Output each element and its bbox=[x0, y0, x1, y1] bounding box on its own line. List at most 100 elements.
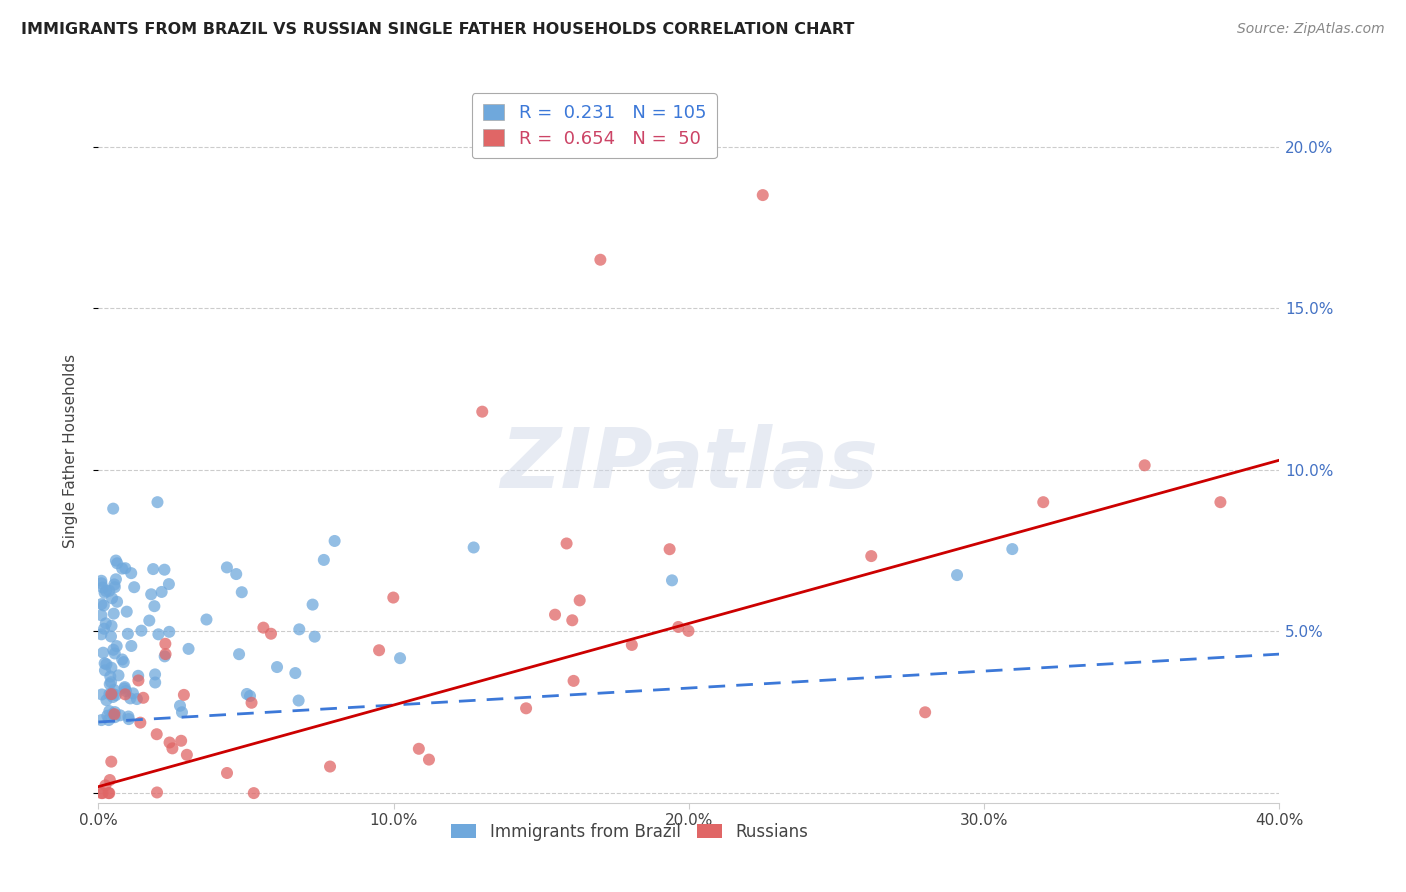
Point bbox=[96, 708, 118, 723]
Point bbox=[287, 693, 309, 707]
Point bbox=[120, 566, 142, 581]
Point bbox=[93, 657, 115, 671]
Point bbox=[155, 647, 177, 661]
Point bbox=[111, 561, 134, 575]
Point bbox=[104, 688, 127, 702]
Point bbox=[555, 536, 578, 550]
Point bbox=[112, 655, 135, 669]
Point bbox=[103, 577, 125, 591]
Point bbox=[150, 585, 173, 599]
Point bbox=[153, 563, 176, 577]
Point bbox=[159, 735, 181, 749]
Point bbox=[1133, 458, 1156, 473]
Point bbox=[319, 759, 342, 773]
Point bbox=[105, 595, 128, 609]
Point bbox=[108, 708, 131, 723]
Point bbox=[114, 561, 136, 575]
Point bbox=[561, 613, 583, 627]
Point bbox=[117, 709, 139, 723]
Point bbox=[260, 626, 283, 640]
Legend: Immigrants from Brazil, Russians: Immigrants from Brazil, Russians bbox=[444, 816, 815, 847]
Point bbox=[98, 583, 121, 598]
Point bbox=[145, 727, 167, 741]
Point bbox=[104, 705, 127, 719]
Point bbox=[242, 786, 264, 800]
Point bbox=[105, 557, 128, 571]
Point bbox=[860, 549, 883, 563]
Point bbox=[104, 647, 127, 661]
Point bbox=[114, 680, 136, 694]
Point bbox=[228, 647, 250, 661]
Point bbox=[118, 712, 141, 726]
Point bbox=[1209, 495, 1232, 509]
Point bbox=[215, 560, 238, 574]
Point bbox=[100, 619, 122, 633]
Point bbox=[141, 587, 163, 601]
Point bbox=[157, 624, 180, 639]
Point bbox=[96, 657, 118, 672]
Point bbox=[131, 624, 153, 638]
Point bbox=[90, 627, 112, 641]
Point bbox=[312, 553, 335, 567]
Point bbox=[104, 572, 127, 586]
Point bbox=[100, 755, 122, 769]
Point bbox=[94, 664, 117, 678]
Point bbox=[304, 630, 326, 644]
Point bbox=[138, 614, 160, 628]
Point bbox=[568, 593, 591, 607]
Point bbox=[98, 704, 121, 718]
Point bbox=[97, 786, 120, 800]
Point bbox=[94, 584, 117, 599]
Point bbox=[146, 495, 169, 509]
Point bbox=[368, 643, 391, 657]
Point bbox=[544, 607, 567, 622]
Point bbox=[239, 689, 262, 703]
Point bbox=[103, 642, 125, 657]
Point bbox=[678, 624, 700, 638]
Point bbox=[231, 585, 253, 599]
Point bbox=[98, 687, 121, 701]
Point bbox=[93, 622, 115, 636]
Point bbox=[107, 668, 129, 682]
Point bbox=[101, 591, 124, 606]
Point bbox=[515, 701, 537, 715]
Point bbox=[100, 630, 122, 644]
Point bbox=[240, 696, 263, 710]
Point bbox=[284, 666, 307, 681]
Point bbox=[90, 597, 112, 611]
Point bbox=[117, 627, 139, 641]
Point bbox=[98, 786, 121, 800]
Point bbox=[153, 649, 176, 664]
Point bbox=[666, 620, 689, 634]
Point bbox=[91, 581, 114, 595]
Point bbox=[170, 706, 193, 720]
Point bbox=[408, 741, 430, 756]
Point bbox=[658, 542, 681, 557]
Point bbox=[323, 533, 346, 548]
Point bbox=[114, 687, 136, 701]
Point bbox=[382, 591, 405, 605]
Point bbox=[143, 675, 166, 690]
Point bbox=[90, 713, 112, 727]
Point bbox=[93, 599, 115, 613]
Point bbox=[98, 677, 121, 691]
Point bbox=[90, 786, 112, 800]
Point bbox=[471, 405, 494, 419]
Point bbox=[142, 562, 165, 576]
Point bbox=[169, 698, 191, 713]
Text: IMMIGRANTS FROM BRAZIL VS RUSSIAN SINGLE FATHER HOUSEHOLDS CORRELATION CHART: IMMIGRANTS FROM BRAZIL VS RUSSIAN SINGLE… bbox=[21, 22, 855, 37]
Point bbox=[143, 667, 166, 681]
Point bbox=[103, 707, 125, 722]
Point bbox=[215, 766, 238, 780]
Point bbox=[98, 772, 121, 787]
Point bbox=[562, 673, 585, 688]
Point bbox=[195, 613, 218, 627]
Point bbox=[288, 623, 311, 637]
Y-axis label: Single Father Households: Single Father Households bbox=[63, 353, 77, 548]
Point bbox=[93, 586, 115, 600]
Point bbox=[143, 599, 166, 614]
Point bbox=[90, 688, 112, 702]
Point bbox=[129, 715, 152, 730]
Point bbox=[127, 673, 149, 688]
Point bbox=[146, 785, 169, 799]
